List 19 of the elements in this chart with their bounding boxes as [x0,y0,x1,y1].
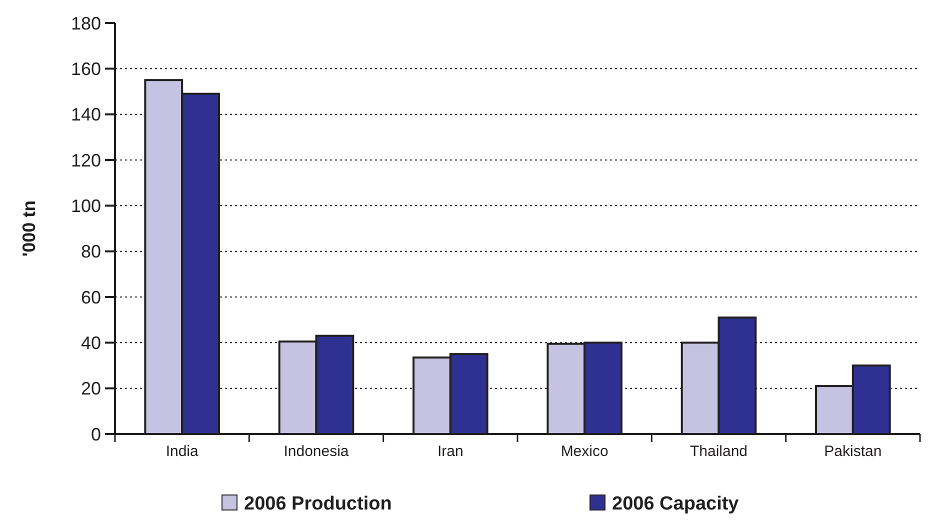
x-tick-label: Thailand [690,443,748,460]
y-tick-label: 0 [90,424,101,444]
y-tick-label: 140 [70,104,101,125]
y-tick-label: 40 [80,332,101,353]
y-tick-label: 20 [80,378,101,399]
x-tick-label: India [166,443,199,460]
y-axis-title: '000 tn [19,200,39,257]
y-tick-label: 160 [70,58,101,79]
y-tick-label: 180 [70,13,101,34]
legend-label: 2006 Production [244,494,392,515]
legend-label: 2006 Capacity [612,494,740,515]
x-tick-label: Indonesia [284,443,350,460]
x-tick-label: Mexico [560,443,608,460]
y-tick-label: 60 [80,287,101,308]
y-tick-label: 80 [80,242,101,262]
x-tick-label: Iran [437,443,464,460]
y-tick-label: 100 [70,196,101,216]
y-tick-label: 120 [70,150,101,170]
x-tick-label: Pakistan [824,443,882,460]
